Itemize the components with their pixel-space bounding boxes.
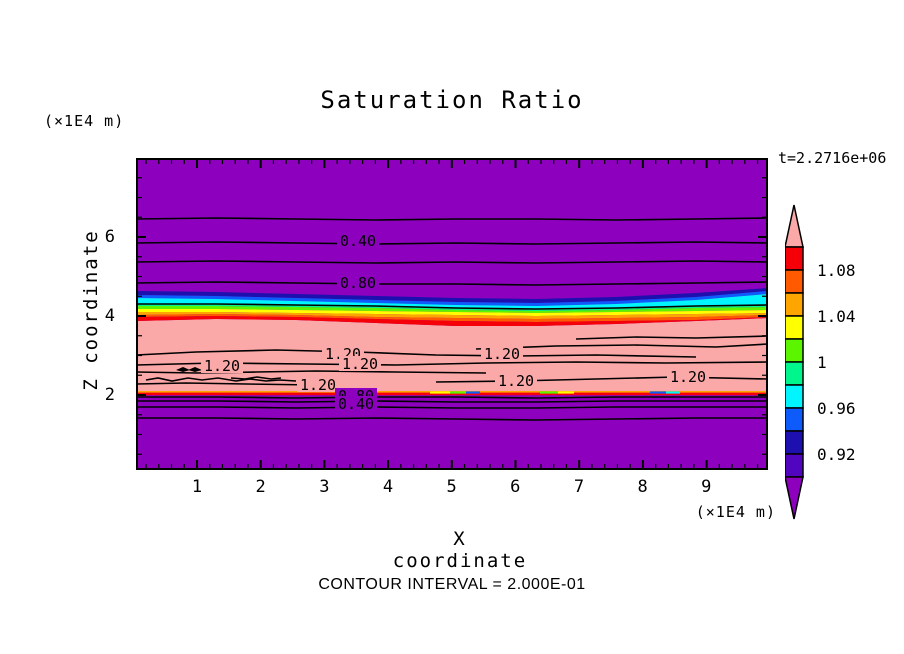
scribble-arrow bbox=[188, 367, 202, 372]
band-red bbox=[136, 316, 768, 326]
contour-line bbox=[136, 349, 697, 358]
colorbar-arrow-up bbox=[785, 204, 804, 248]
colorbar-segment bbox=[785, 338, 804, 363]
contour-line bbox=[136, 260, 768, 264]
contour-label-bg bbox=[201, 358, 243, 373]
strip-dash bbox=[450, 391, 466, 394]
contour-label-bg bbox=[667, 369, 709, 384]
contour-label-bg bbox=[335, 396, 377, 411]
contour-plot-area: 0.400.801.201.201.201.201.201.201.200.80… bbox=[136, 158, 768, 470]
x-tick-label: 6 bbox=[510, 477, 521, 497]
contour-label: 1.20 bbox=[498, 372, 534, 390]
contour-label: 0.40 bbox=[340, 232, 376, 250]
band-orange bbox=[136, 312, 768, 319]
contour-label: 1.20 bbox=[342, 355, 378, 373]
colorbar-segment bbox=[785, 269, 804, 294]
band-navy bbox=[136, 288, 768, 303]
scribble-dashes bbox=[230, 376, 282, 380]
colorbar-segment bbox=[785, 407, 804, 432]
x-tick-label: 2 bbox=[255, 477, 266, 497]
contour-label: 1.20 bbox=[670, 368, 706, 386]
x-tick-label: 3 bbox=[319, 477, 330, 497]
contour-line bbox=[136, 406, 768, 409]
contour-line bbox=[136, 396, 768, 399]
contour-line bbox=[136, 417, 768, 421]
page-title: Saturation Ratio bbox=[320, 86, 584, 114]
contour-label-bg bbox=[495, 373, 537, 388]
contour-interval-note: CONTOUR INTERVAL = 2.000E-01 bbox=[318, 576, 586, 593]
time-annotation: t=2.2716e+06 bbox=[778, 149, 887, 167]
contour-label: 0.80 bbox=[340, 274, 376, 292]
contour-label: 1.20 bbox=[484, 345, 520, 363]
contour-label-bg bbox=[481, 346, 523, 361]
strip-dash bbox=[558, 391, 574, 394]
strip-dash bbox=[540, 391, 558, 394]
x-tick-label: 8 bbox=[637, 477, 648, 497]
contour-label: 0.40 bbox=[338, 395, 374, 413]
x-tick-label: 4 bbox=[382, 477, 394, 497]
contour-line bbox=[475, 343, 768, 350]
colorbar-segment bbox=[785, 384, 804, 409]
contour-line bbox=[136, 400, 768, 403]
contour-line bbox=[136, 382, 317, 386]
colorbar-label: 0.92 bbox=[817, 445, 856, 464]
contour-label-bg bbox=[297, 377, 339, 392]
band-yellow bbox=[136, 309, 768, 316]
colorbar-label: 1 bbox=[817, 353, 827, 372]
y-tick-label: 4 bbox=[104, 306, 115, 326]
band-orange-red bbox=[136, 314, 768, 322]
colorbar-segment bbox=[785, 315, 804, 340]
colorbar-label: 1.04 bbox=[817, 307, 856, 326]
contour-label-bg bbox=[337, 233, 379, 248]
strip-dash bbox=[466, 391, 480, 394]
contour-line-1.00 bbox=[136, 303, 768, 310]
x-tick-label: 7 bbox=[573, 477, 585, 497]
strip-dash bbox=[666, 391, 680, 394]
strip-dash bbox=[650, 391, 666, 394]
contour-line bbox=[136, 281, 768, 286]
x-tick-label: 1 bbox=[191, 477, 203, 497]
colorbar-segment bbox=[785, 361, 804, 386]
x-tick-label: 9 bbox=[701, 477, 712, 497]
band-green bbox=[136, 306, 768, 313]
contour-line bbox=[136, 217, 768, 221]
colorbar-segment bbox=[785, 430, 804, 455]
x-axis-title: X coordinate bbox=[392, 528, 528, 572]
contour-label-bg bbox=[339, 356, 381, 371]
contour-label: 1.20 bbox=[204, 357, 240, 375]
x-tick-label: 5 bbox=[446, 477, 457, 497]
scribble-squiggle bbox=[145, 377, 297, 382]
y-tick-label: 2 bbox=[104, 385, 115, 405]
band-cyan bbox=[136, 294, 768, 309]
colorbar: 1.08 1.04 1 0.96 0.92 bbox=[785, 204, 856, 520]
contour-line bbox=[136, 370, 487, 374]
colorbar-segment bbox=[785, 292, 804, 317]
colorbar-label: 1.08 bbox=[817, 261, 856, 280]
plot-frame bbox=[136, 158, 768, 470]
band-blue bbox=[136, 291, 768, 306]
scribble-arrow bbox=[176, 367, 190, 372]
x-axis-unit: (×1E4 m) bbox=[695, 503, 776, 521]
colorbar-segment bbox=[785, 246, 804, 271]
contour-label: 1.20 bbox=[300, 376, 336, 394]
colorbar-segment bbox=[785, 453, 804, 478]
strip-red bbox=[136, 392, 768, 396]
colorbar-arrow-down bbox=[785, 476, 804, 520]
colorbar-label: 0.96 bbox=[817, 399, 856, 418]
contour-label-bg bbox=[337, 275, 379, 290]
contour-line bbox=[575, 335, 768, 340]
y-tick-label: 6 bbox=[104, 227, 115, 247]
contour-line bbox=[136, 241, 768, 245]
strip-dash bbox=[430, 391, 450, 394]
y-axis-unit: (×1E4 m) bbox=[44, 112, 125, 130]
